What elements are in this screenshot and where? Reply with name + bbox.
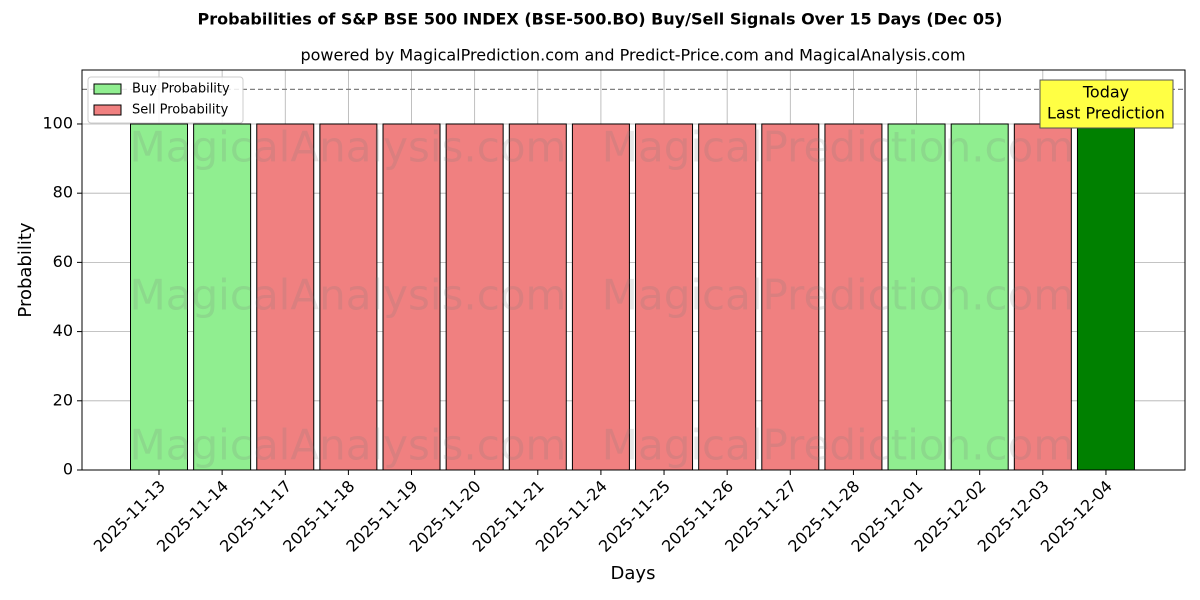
annotation-text: Last Prediction — [1047, 104, 1165, 123]
legend-label: Sell Probability — [132, 103, 229, 118]
bar — [571, 123, 630, 471]
y-tick-label: 100 — [42, 113, 73, 132]
bar — [950, 123, 1009, 471]
y-tick-label: 60 — [53, 252, 73, 271]
y-axis-label: Probability — [15, 222, 36, 317]
legend-swatch — [93, 104, 122, 116]
chart-title: Probabilities of S&P BSE 500 INDEX (BSE-… — [198, 10, 1003, 29]
bar — [1076, 123, 1135, 471]
bar — [319, 123, 378, 471]
plot-frame — [81, 69, 1186, 471]
legend: Buy Probability Sell Probability — [87, 76, 244, 124]
watermark: MagicalAnalysis.com — [130, 271, 567, 320]
bar — [508, 123, 567, 471]
watermark: MagicalAnalysis.com — [130, 123, 567, 172]
bar — [698, 123, 757, 471]
y-tick-label: 0 — [63, 460, 73, 479]
watermark: MagicalPrediction.com — [602, 271, 1075, 320]
watermark: MagicalAnalysis.com — [130, 421, 567, 470]
chart-subtitle: powered by MagicalPrediction.com and Pre… — [300, 46, 965, 65]
bar — [1013, 123, 1072, 471]
bar — [382, 123, 441, 471]
annotation-text: Today — [1082, 83, 1129, 102]
annotation-box — [1039, 79, 1174, 129]
bar — [824, 123, 883, 471]
legend-label: Buy Probability — [132, 82, 230, 97]
y-tick-label: 80 — [53, 183, 73, 202]
legend-swatch — [93, 83, 122, 95]
bar — [256, 123, 315, 471]
watermark: MagicalPrediction.com — [602, 421, 1075, 470]
bar — [761, 123, 820, 471]
bar — [635, 123, 694, 471]
legend-box — [87, 76, 244, 124]
x-axis-label: Days — [611, 563, 656, 584]
bar — [887, 123, 946, 471]
y-tick-label: 40 — [53, 321, 73, 340]
y-tick-label: 20 — [53, 390, 73, 409]
bar — [445, 123, 504, 471]
watermark: MagicalPrediction.com — [602, 123, 1075, 172]
